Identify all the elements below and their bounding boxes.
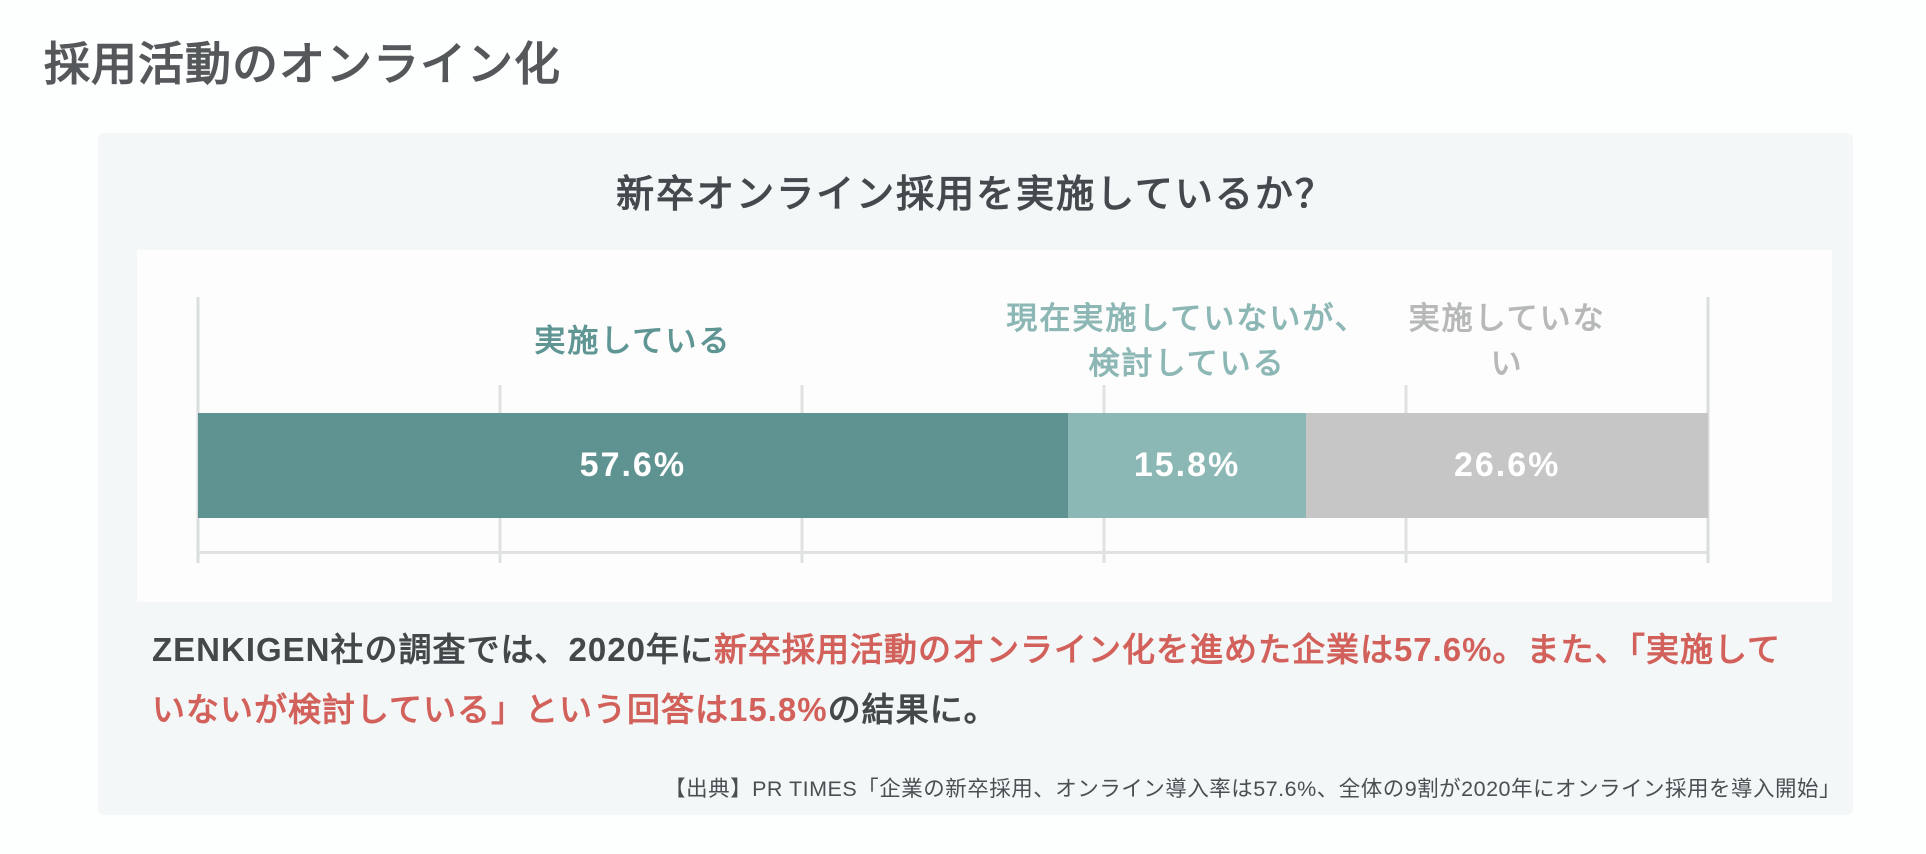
stacked-bar-chart: 実施している 現在実施していないが、 検討している 実施していない 57.6% 15.… xyxy=(196,297,1710,563)
bar-segment-value: 15.8% xyxy=(1133,446,1241,484)
summary-text-highlight: いないが検討している」という回答は15.8% xyxy=(152,691,828,728)
bar-segment-value: 57.6% xyxy=(579,446,687,484)
summary-text-dark: の結果に。 xyxy=(827,691,998,728)
category-labels-layer: 実施している 現在実施していないが、 検討している 実施していない xyxy=(198,297,1708,563)
summary-line-2: いないが検討している」という回答は15.8%の結果に。 xyxy=(152,680,1792,740)
stacked-bar: 57.6% 15.8% 26.6% xyxy=(198,413,1708,518)
gridline xyxy=(1706,297,1710,563)
bar-segment: 26.6% xyxy=(1306,413,1708,518)
category-label: 実施していない xyxy=(1408,301,1606,381)
axis-baseline xyxy=(198,551,1708,554)
category-label: 実施している xyxy=(534,323,732,359)
bar-segment: 15.8% xyxy=(1067,413,1307,518)
source-citation: 【出典】PR TIMES「企業の新卒採用、オンライン導入率は57.6%、全体の9… xyxy=(664,777,1841,801)
summary-paragraph: ZENKIGEN社の調査では、2020年に新卒採用活動のオンライン化を進めた企業… xyxy=(152,620,1792,740)
summary-text-dark: ZENKIGEN社の調査では、2020年に xyxy=(152,631,714,668)
page-title: 採用活動のオンライン化 xyxy=(44,38,561,90)
bar-segment-value: 26.6% xyxy=(1453,446,1561,484)
summary-line-1: ZENKIGEN社の調査では、2020年に新卒採用活動のオンライン化を進めた企業… xyxy=(152,620,1792,680)
summary-text-highlight: 新卒採用活動のオンライン化を進めた企業は57.6%。また、「実施して xyxy=(713,631,1782,668)
category-label: 現在実施していないが、 検討している xyxy=(1006,301,1368,381)
bar-segment: 57.6% xyxy=(198,413,1068,518)
chart-title: 新卒オンライン採用を実施しているか？ xyxy=(616,174,1335,216)
